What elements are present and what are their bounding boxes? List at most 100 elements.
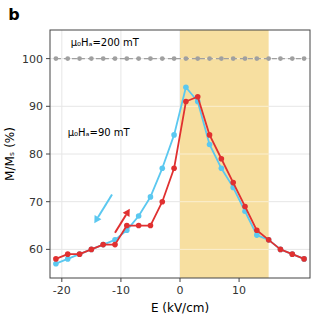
point (301, 256, 307, 262)
point (124, 56, 129, 61)
y-axis-label: M/Mₛ (%) (3, 127, 17, 181)
point (266, 56, 271, 61)
point (219, 166, 225, 172)
series-line (56, 87, 304, 263)
arrow-shaft (98, 195, 112, 218)
point (172, 56, 177, 61)
point (184, 56, 189, 61)
point (159, 166, 165, 172)
point (136, 56, 141, 61)
point (207, 142, 213, 148)
point (289, 251, 295, 257)
y-tick-label: 90 (29, 100, 43, 113)
point (266, 237, 272, 243)
point (100, 242, 106, 248)
grid-line (61, 30, 62, 278)
grid-line (50, 201, 310, 202)
chart: -20-1001060708090100μ₀Hₐ=200 mTμ₀Hₐ=90 m… (0, 0, 320, 320)
point (89, 247, 95, 253)
point (148, 194, 154, 200)
point (148, 56, 153, 61)
x-tick-label: 0 (177, 284, 184, 297)
point (77, 56, 82, 61)
point (101, 56, 106, 61)
point (301, 256, 307, 262)
point (207, 56, 212, 61)
plot-area (53, 30, 307, 278)
point (242, 204, 248, 210)
point (183, 99, 189, 105)
point (136, 223, 142, 229)
grid-line (120, 30, 121, 278)
point (77, 251, 83, 257)
point (231, 56, 236, 61)
point (53, 256, 59, 262)
point (219, 156, 225, 162)
point (278, 56, 283, 61)
point (289, 251, 295, 257)
y-tick-label: 80 (29, 148, 43, 161)
arrow-head (94, 215, 101, 223)
point (112, 242, 118, 248)
x-tick (180, 278, 181, 282)
point (77, 251, 83, 257)
point (254, 232, 260, 238)
grid-line (180, 106, 269, 107)
panel-label: b (8, 5, 19, 24)
point (278, 247, 284, 253)
grid-line (180, 249, 269, 250)
grid-line (50, 154, 310, 155)
point (207, 132, 213, 138)
grid-line (180, 201, 269, 202)
y-tick (46, 249, 50, 250)
point (195, 56, 200, 61)
point (89, 56, 94, 61)
point (254, 228, 260, 234)
point (65, 56, 70, 61)
point (266, 237, 272, 243)
point (160, 56, 165, 61)
grid-line (50, 106, 310, 107)
plot-frame (50, 30, 310, 278)
point (290, 56, 295, 61)
y-tick-label: 70 (29, 196, 43, 209)
point (183, 84, 189, 90)
y-tick (46, 106, 50, 107)
point (159, 199, 165, 205)
point (100, 242, 106, 248)
x-tick-label: -10 (112, 284, 130, 297)
arrow-shaft (115, 215, 126, 233)
y-tick (46, 201, 50, 202)
x-tick-label: 10 (232, 284, 246, 297)
annotation: μ₀Hₐ=200 mT (71, 37, 140, 48)
point (89, 247, 95, 253)
point (230, 180, 236, 186)
point (136, 213, 142, 219)
grid-line (180, 154, 269, 155)
point (113, 56, 118, 61)
arrow (94, 195, 112, 224)
point (302, 56, 307, 61)
series-line (56, 97, 304, 259)
point (219, 56, 224, 61)
point (171, 166, 177, 172)
point (124, 223, 130, 229)
point (53, 261, 59, 267)
point (65, 251, 71, 257)
x-tick-label: -20 (53, 284, 71, 297)
point (54, 56, 59, 61)
x-tick (239, 278, 240, 282)
point (65, 256, 71, 262)
highlight-band (180, 30, 269, 278)
y-tick (46, 154, 50, 155)
arrow (115, 209, 130, 233)
x-tick (61, 278, 62, 282)
point (278, 247, 284, 253)
point (243, 56, 248, 61)
point (171, 132, 177, 138)
point (148, 223, 154, 229)
point (195, 94, 201, 100)
y-tick-label: 60 (29, 243, 43, 256)
arrow-head (123, 209, 130, 217)
y-tick-label: 100 (22, 53, 43, 66)
